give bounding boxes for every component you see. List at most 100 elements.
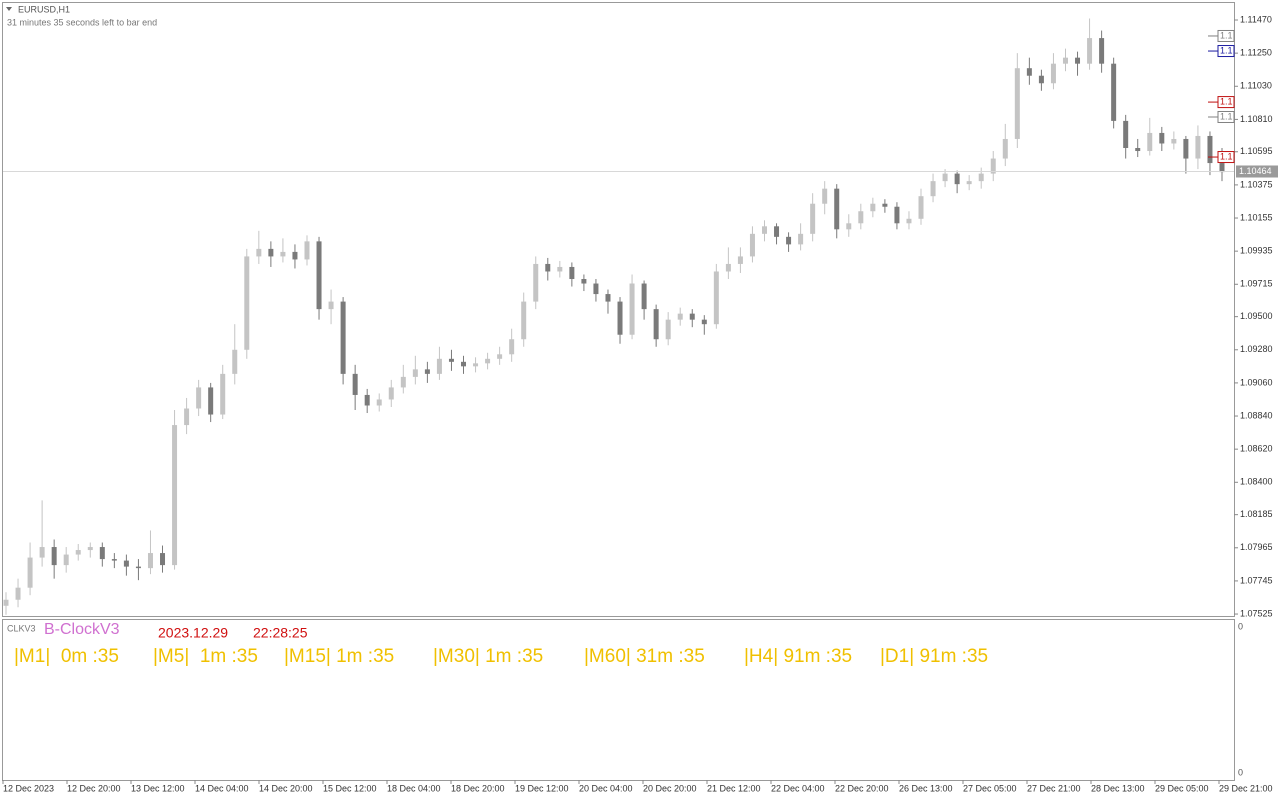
candle-body: [786, 236, 792, 245]
candle-body: [942, 173, 948, 182]
candle-body: [448, 358, 454, 362]
menu-arrow[interactable]: [6, 7, 12, 11]
y-tick-label: 1.11250: [1240, 48, 1272, 58]
candle-body: [1099, 38, 1105, 64]
price-marker-box: [1217, 151, 1235, 164]
timeframe-timer: |D1| 91m :35: [880, 646, 988, 667]
x-tick-label: 13 Dec 12:00: [131, 783, 185, 793]
candle-body: [798, 233, 804, 245]
candle-body: [689, 313, 695, 320]
y-tick-label: 1.11470: [1240, 14, 1272, 24]
y-tick-label: 1.10810: [1240, 114, 1273, 124]
candle-body: [147, 553, 153, 569]
x-tick-label: 19 Dec 12:00: [515, 783, 569, 793]
candle-body: [184, 408, 190, 426]
candle-body: [605, 294, 611, 302]
candle-body: [99, 547, 105, 560]
candle-body: [990, 158, 996, 174]
timeframe-timer: |M1| 0m :35: [14, 646, 119, 667]
candle-body: [822, 188, 828, 204]
candle-body: [978, 173, 984, 182]
candle-body: [400, 376, 406, 388]
candle-body: [846, 223, 852, 230]
candle-body: [196, 387, 202, 409]
y-tick-label: 1.11030: [1240, 81, 1272, 91]
y-tick-label: 1.07965: [1240, 542, 1273, 552]
candle-body: [172, 425, 178, 566]
y-tick-label: 1.08620: [1240, 444, 1273, 454]
candle-body: [75, 550, 81, 555]
price-marker-box: [1217, 96, 1235, 109]
candle-body: [1026, 68, 1032, 76]
x-tick-label: 20 Dec 04:00: [579, 783, 633, 793]
candle-body: [352, 373, 358, 395]
timeframe-timer: |M5| 1m :35: [153, 646, 258, 667]
candle-body: [581, 279, 587, 284]
y-tick-label: 1.09715: [1240, 279, 1273, 289]
candle-body: [135, 566, 141, 569]
y-tick-label: 1.09060: [1240, 377, 1273, 387]
indicator-frame: [2, 619, 1235, 781]
price-marker-label: 1.1: [1220, 30, 1233, 40]
candle-body: [653, 309, 659, 340]
price-marker-label: 1.1: [1220, 111, 1233, 121]
candle-body: [39, 547, 45, 558]
candle-body: [629, 283, 635, 335]
candle-body: [1087, 38, 1093, 64]
candle-body: [208, 387, 214, 415]
price-marker-box: [1217, 110, 1235, 123]
candle-body: [1123, 120, 1129, 149]
candle-body: [1207, 135, 1213, 164]
candle-body: [232, 349, 238, 374]
x-tick-label: 20 Dec 20:00: [643, 783, 697, 793]
candle-body: [918, 196, 924, 219]
y-tick-label: 1.08400: [1240, 477, 1273, 487]
main-chart-frame: [2, 2, 1235, 617]
x-tick-label: 21 Dec 12:00: [707, 783, 761, 793]
candle-body: [737, 256, 743, 264]
y-tick-label: 1.08840: [1240, 410, 1273, 420]
y-tick-label: 1.07745: [1240, 575, 1273, 585]
candle-body: [304, 241, 310, 260]
candle-body: [617, 301, 623, 335]
candle-body: [713, 271, 719, 325]
symbol-title: EURUSD,H1: [18, 4, 70, 14]
candle-body: [834, 188, 840, 230]
candle-body: [316, 241, 322, 310]
x-tick-label: 26 Dec 13:00: [899, 783, 953, 793]
bid-label: 1.10464: [1239, 166, 1272, 176]
bar-timer: 31 minutes 35 seconds left to bar end: [7, 17, 157, 27]
price-marker-box: [1217, 29, 1235, 42]
x-tick-label: 27 Dec 21:00: [1027, 783, 1081, 793]
candle-body: [954, 173, 960, 185]
candle-body: [894, 206, 900, 224]
x-tick-label: 29 Dec 05:00: [1155, 783, 1209, 793]
candle-body: [220, 373, 226, 415]
candle-body: [569, 266, 575, 280]
candle-body: [1038, 75, 1044, 84]
candle-body: [677, 313, 683, 320]
candle-body: [1147, 132, 1153, 152]
candle-body: [1195, 135, 1201, 159]
candle-body: [966, 181, 972, 185]
candle-body: [364, 394, 370, 406]
candle-body: [1002, 138, 1008, 159]
candle-body: [1111, 63, 1117, 121]
candle-body: [123, 560, 129, 567]
y-tick-label: 1.07525: [1240, 608, 1273, 618]
x-tick-label: 22 Dec 04:00: [771, 783, 825, 793]
candle-body: [376, 399, 382, 406]
x-tick-label: 14 Dec 20:00: [259, 783, 313, 793]
candle-body: [774, 226, 780, 237]
price-marker-label: 1.1: [1220, 151, 1233, 161]
candle-body: [533, 263, 539, 302]
candle-body: [412, 369, 418, 377]
y-tick-label: 1.10595: [1240, 146, 1273, 156]
candle-body: [51, 547, 57, 566]
candle-body: [436, 358, 442, 374]
indicator-name: B-ClockV3: [44, 621, 120, 638]
candle-body: [87, 547, 93, 551]
timeframe-timer: |M15| 1m :35: [284, 646, 394, 667]
candle-body: [557, 266, 563, 272]
